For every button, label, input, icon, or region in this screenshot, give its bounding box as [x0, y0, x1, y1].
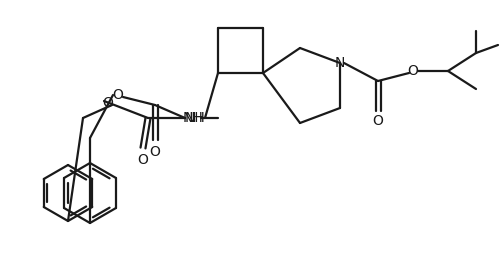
Text: O: O — [112, 88, 124, 102]
Text: NH: NH — [184, 111, 206, 125]
Text: O: O — [150, 145, 160, 159]
Text: O: O — [102, 96, 114, 110]
Text: N: N — [335, 56, 345, 70]
Text: NH: NH — [182, 111, 204, 125]
Text: O: O — [408, 64, 418, 78]
Text: O: O — [372, 114, 384, 128]
Text: O: O — [138, 153, 148, 167]
